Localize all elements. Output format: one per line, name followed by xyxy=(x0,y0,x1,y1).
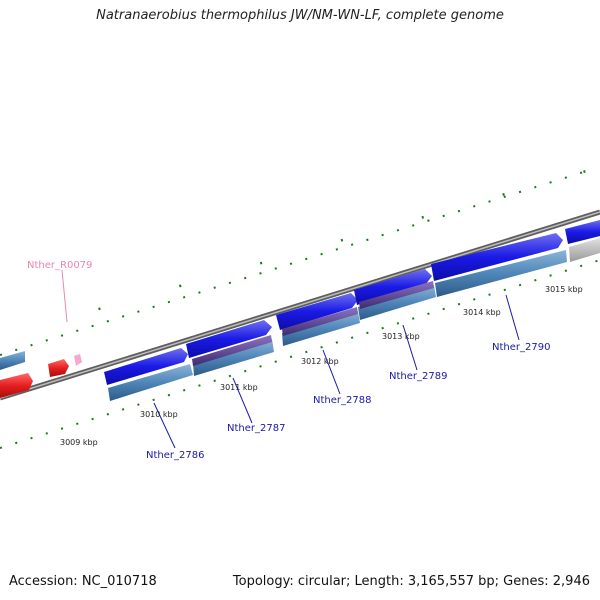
scale-label: 3012 kbp xyxy=(301,357,339,366)
scale-label: 3009 kbp xyxy=(60,438,98,447)
genome-backbone xyxy=(0,209,600,401)
scale-label: 3015 kbp xyxy=(545,285,583,294)
gene-label-nther-2790[interactable]: Nther_2790 xyxy=(492,342,550,353)
gene-label-nther-2789[interactable]: Nther_2789 xyxy=(389,371,447,382)
scale-label: 3014 kbp xyxy=(463,308,501,317)
scale-label: 3013 kbp xyxy=(382,332,420,341)
gene-bar-left xyxy=(0,351,25,370)
cds-arrows xyxy=(104,220,600,385)
gene-label-nther-r0079[interactable]: Nther_R0079 xyxy=(27,260,92,271)
rrna-feature xyxy=(0,359,69,398)
scale-label: 3011 kbp xyxy=(220,383,258,392)
gene-label-nther-2788[interactable]: Nther_2788 xyxy=(313,395,371,406)
topology-text: Topology: circular; Length: 3,165,557 bp… xyxy=(232,574,590,589)
cds-reverse xyxy=(192,281,434,366)
accession-text: Accession: NC_010718 xyxy=(9,574,157,589)
map-title: Natranaerobius thermophilus JW/NM-WN-LF,… xyxy=(96,8,504,23)
inner-tick-track xyxy=(0,259,600,449)
scale-label: 3010 kbp xyxy=(140,410,178,419)
trna-feature xyxy=(74,354,82,366)
gene-label-nther-2787[interactable]: Nther_2787 xyxy=(227,423,285,434)
label-leaders xyxy=(61,269,520,449)
gene-bars xyxy=(108,238,600,401)
gene-label-nther-2786[interactable]: Nther_2786 xyxy=(146,450,204,461)
